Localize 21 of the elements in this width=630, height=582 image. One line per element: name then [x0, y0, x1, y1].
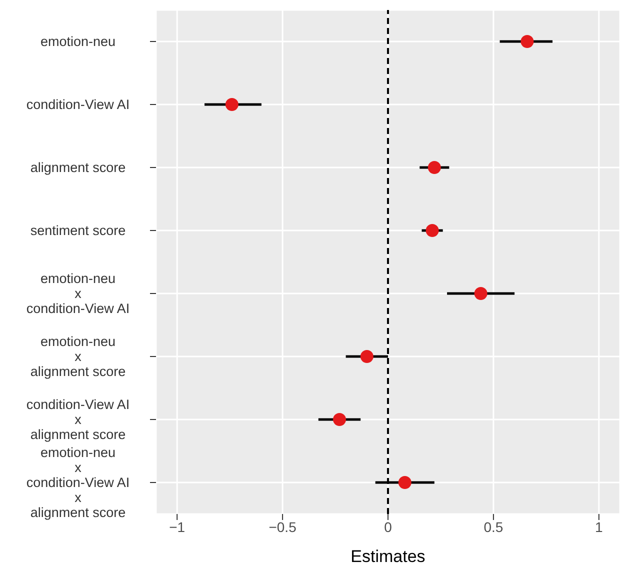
point	[225, 98, 238, 111]
x-tick-label: −0.5	[268, 518, 297, 535]
x-tick-label: 0.5	[484, 518, 504, 535]
y-tick-label: emotion-neu	[40, 34, 116, 50]
y-tick-label: emotion-neu x condition-View AI x alignment score	[26, 445, 130, 520]
point	[426, 224, 439, 237]
y-tick-label: alignment score	[30, 160, 126, 176]
point	[398, 476, 412, 489]
x-tick-label: 1	[595, 518, 604, 535]
point	[332, 413, 346, 426]
point	[428, 161, 441, 174]
x-axis-title: Estimates	[350, 547, 426, 566]
y-tick-label: emotion-neu x condition-View AI	[26, 271, 130, 316]
point	[520, 35, 534, 48]
x-tick-label: −1	[169, 518, 186, 535]
y-tick-label: emotion-neu x alignment score	[30, 334, 126, 380]
x-tick-label: 0	[384, 518, 392, 535]
y-tick-label: sentiment score	[30, 223, 126, 238]
point	[360, 350, 374, 363]
point	[474, 287, 488, 300]
y-tick-label: condition-View AI	[26, 97, 130, 112]
